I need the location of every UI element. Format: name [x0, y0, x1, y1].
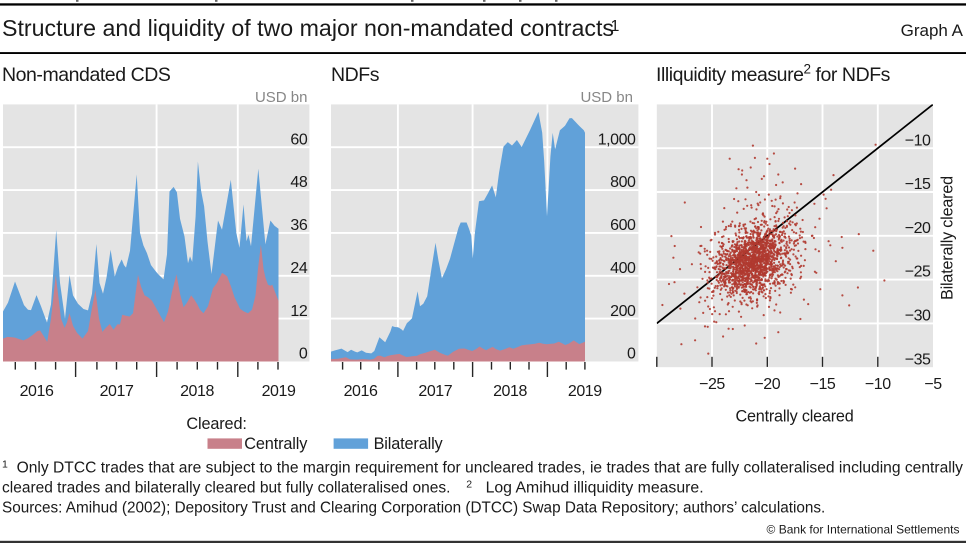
svg-text:Log Amihud illiquidity measure: Log Amihud illiquidity measure.: [486, 480, 704, 497]
svg-text:2019: 2019: [262, 383, 296, 400]
svg-text:© Bank for International Settl: © Bank for International Settlements: [767, 523, 960, 537]
svg-text:Centrally cleared: Centrally cleared: [735, 407, 853, 425]
svg-text:800: 800: [610, 174, 636, 191]
svg-text:cleared trades and bilaterally: cleared trades and bilaterally cleared b…: [2, 480, 450, 497]
svg-text:12: 12: [290, 303, 307, 320]
svg-text:−25: −25: [905, 264, 931, 281]
svg-text:1: 1: [611, 18, 620, 35]
svg-text:36: 36: [290, 217, 307, 234]
svg-text:2: 2: [466, 479, 472, 491]
svg-text:2017: 2017: [100, 383, 134, 400]
svg-text:Sources: Amihud (2002); Deposi: Sources: Amihud (2002); Depository Trust…: [2, 499, 825, 516]
svg-text:2017: 2017: [418, 383, 452, 400]
svg-text:Centrally: Centrally: [244, 435, 308, 453]
svg-text:−30: −30: [905, 308, 931, 325]
svg-text:Non-mandated CDS: Non-mandated CDS: [2, 64, 171, 86]
svg-text:48: 48: [290, 174, 307, 191]
svg-text:Bilaterally: Bilaterally: [374, 435, 444, 453]
svg-text:0: 0: [299, 346, 308, 363]
svg-text:24: 24: [290, 260, 307, 277]
svg-text:−20: −20: [905, 220, 931, 237]
svg-text:−15: −15: [905, 176, 931, 193]
svg-text:200: 200: [610, 303, 636, 320]
svg-text:2018: 2018: [180, 383, 214, 400]
svg-text:Graph A: Graph A: [901, 21, 964, 40]
svg-text:−5: −5: [924, 376, 942, 393]
svg-text:1,000: 1,000: [598, 131, 636, 148]
svg-text:600: 600: [610, 217, 636, 234]
svg-text:−15: −15: [810, 376, 836, 393]
svg-text:0: 0: [627, 346, 636, 363]
svg-text:1: 1: [2, 459, 8, 471]
svg-text:Illiquidity measure2 for NDFs: Illiquidity measure2 for NDFs: [656, 62, 891, 86]
svg-text:400: 400: [610, 260, 636, 277]
svg-text:−20: −20: [754, 376, 780, 393]
svg-text:USD bn: USD bn: [255, 89, 308, 106]
svg-text:60: 60: [290, 131, 307, 148]
svg-text:−10: −10: [865, 376, 891, 393]
svg-text:−10: −10: [905, 132, 931, 149]
svg-text:Only DTCC trades that are subj: Only DTCC trades that are subject to the…: [17, 460, 964, 477]
svg-text:−35: −35: [905, 351, 931, 368]
svg-text:Cleared:: Cleared:: [186, 415, 246, 433]
svg-text:USD bn: USD bn: [580, 89, 633, 106]
svg-text:2019: 2019: [568, 383, 602, 400]
svg-text:−25: −25: [699, 376, 725, 393]
svg-text:2016: 2016: [20, 383, 54, 400]
svg-text:2018: 2018: [493, 383, 527, 400]
svg-text:2016: 2016: [344, 383, 378, 400]
svg-text:Structure and liquidity of two: Structure and liquidity of two major non…: [2, 15, 614, 41]
svg-text:NDFs: NDFs: [331, 64, 380, 86]
svg-text:Bilaterally cleared: Bilaterally cleared: [939, 176, 957, 300]
